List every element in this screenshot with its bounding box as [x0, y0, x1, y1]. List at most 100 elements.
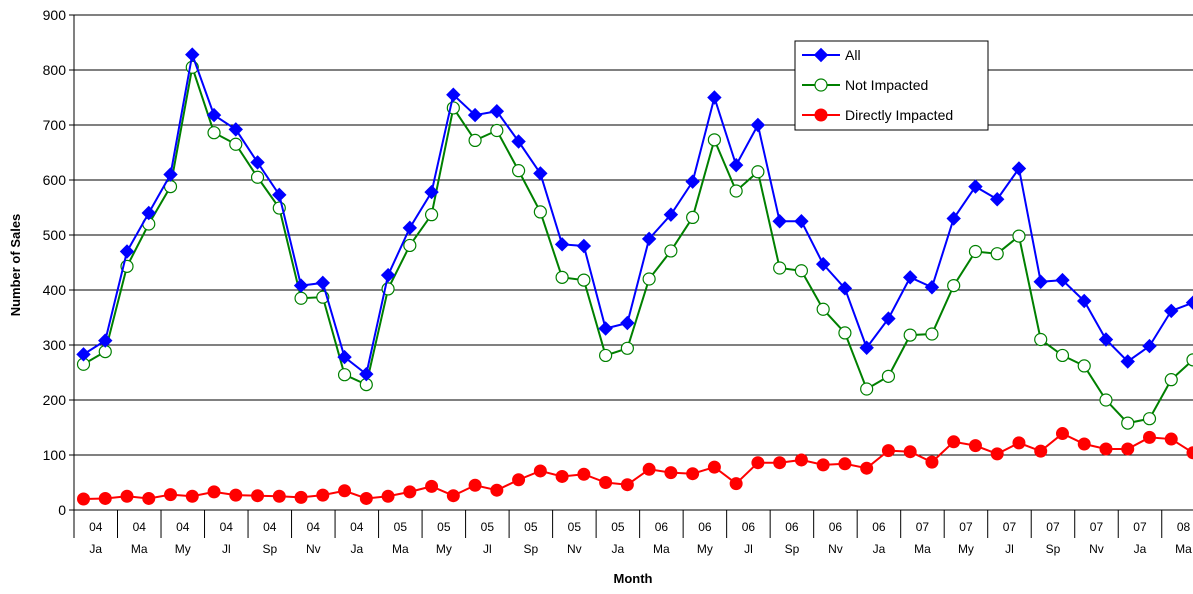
data-point-not-impacted — [555, 270, 569, 284]
data-point-not-impacted — [1077, 359, 1091, 373]
data-point-directly-impacted — [1055, 427, 1069, 441]
data-point-directly-impacted — [642, 462, 656, 476]
x-tick-month-label: Ma — [1175, 542, 1192, 556]
data-point-all — [1164, 303, 1179, 319]
data-point-all — [728, 157, 744, 173]
x-tick-year-label: 06 — [698, 520, 712, 534]
data-point-directly-impacted — [707, 460, 721, 474]
x-tick-year-label: 06 — [872, 520, 886, 534]
data-point-all — [185, 47, 200, 62]
data-point-all — [533, 166, 548, 181]
data-point-directly-impacted — [98, 491, 112, 505]
data-point-not-impacted — [620, 341, 634, 355]
data-point-directly-impacted — [816, 458, 830, 472]
x-tick-year-label: 05 — [611, 520, 625, 534]
series-not-impacted — [76, 60, 1193, 430]
data-point-all — [815, 256, 831, 272]
y-tick-label: 500 — [43, 227, 67, 243]
x-tick-year-label: 04 — [307, 520, 321, 534]
data-point-not-impacted — [1186, 353, 1193, 367]
data-point-all — [511, 134, 526, 149]
x-tick-month-label: Ma — [392, 542, 409, 556]
x-tick-month-label: Ja — [89, 542, 102, 556]
data-point-all — [359, 366, 374, 382]
data-point-all — [489, 104, 505, 119]
x-tick-year-label: 07 — [1090, 520, 1104, 534]
x-tick-month-label: Nv — [828, 542, 843, 556]
data-point-not-impacted — [490, 123, 504, 138]
data-point-directly-impacted — [555, 469, 569, 483]
data-point-all — [228, 122, 243, 137]
data-point-directly-impacted — [185, 489, 199, 503]
x-axis-ticks: 04 Ja 04 Ma 04 My 04 Jl 04 Sp 04 Nv 04 Ja 05 Ma 05 My 05 Jl… — [73, 510, 1192, 556]
x-tick-month-label: Ja — [612, 542, 625, 556]
x-tick-year-label: 07 — [959, 520, 973, 534]
data-point-all — [1185, 295, 1193, 310]
data-point-all — [946, 211, 961, 226]
x-tick-month-label: Ja — [350, 542, 363, 556]
data-point-not-impacted — [599, 348, 613, 363]
data-point-all — [76, 347, 91, 362]
x-tick-month-label: Sp — [262, 542, 277, 556]
legend-label-directly-impacted: Directly Impacted — [845, 107, 953, 123]
x-tick-month-label: My — [175, 542, 191, 556]
data-point-directly-impacted — [272, 489, 286, 503]
y-tick-label: 700 — [43, 117, 67, 133]
y-tick-label: 800 — [43, 62, 67, 78]
x-tick-month-label: Sp — [524, 542, 539, 556]
x-tick-year-label: 06 — [742, 520, 756, 534]
series-directly-impacted — [77, 427, 1193, 506]
x-tick-month-label: My — [697, 542, 713, 556]
data-point-directly-impacted — [794, 453, 808, 467]
x-tick-year-label: 05 — [394, 520, 408, 534]
data-point-all — [293, 278, 309, 293]
data-point-directly-impacted — [381, 489, 395, 503]
data-point-directly-impacted — [316, 488, 330, 502]
data-point-directly-impacted — [903, 445, 917, 459]
data-point-directly-impacted — [729, 477, 743, 491]
data-point-directly-impacted — [620, 478, 634, 492]
data-point-not-impacted — [424, 208, 439, 222]
data-point-directly-impacted — [751, 456, 765, 470]
x-tick-year-label: 04 — [176, 520, 190, 534]
data-point-not-impacted — [990, 247, 1004, 261]
data-point-all — [1098, 332, 1114, 347]
y-tick-label: 900 — [43, 7, 67, 23]
data-point-directly-impacted — [773, 456, 787, 470]
data-point-all — [1077, 293, 1092, 309]
x-tick-year-label: 05 — [568, 520, 582, 534]
data-point-not-impacted — [860, 382, 874, 396]
data-point-not-impacted — [468, 133, 482, 147]
data-point-all — [859, 340, 874, 355]
plot-area — [73, 15, 1193, 511]
x-tick-month-label: Jl — [222, 542, 231, 556]
data-point-all — [750, 117, 766, 133]
data-point-all — [467, 107, 483, 123]
data-point-all — [1033, 274, 1048, 289]
legend-marker-not-impacted — [814, 78, 828, 92]
x-tick-month-label: Sp — [1046, 542, 1061, 556]
x-tick-month-label: Nv — [306, 542, 321, 556]
x-tick-month-label: Sp — [785, 542, 800, 556]
x-tick-year-label: 05 — [524, 520, 538, 534]
data-point-all — [881, 311, 896, 326]
data-point-directly-impacted — [533, 464, 547, 478]
data-point-not-impacted — [925, 327, 939, 341]
data-point-not-impacted — [250, 170, 265, 184]
data-point-all — [707, 90, 722, 105]
x-tick-month-label: Ma — [131, 542, 148, 556]
data-point-all — [598, 321, 613, 336]
data-point-not-impacted — [729, 184, 743, 198]
series-layer — [76, 47, 1193, 506]
data-point-all — [924, 280, 940, 295]
data-point-all — [402, 220, 418, 236]
x-tick-year-label: 07 — [1133, 520, 1147, 534]
data-point-not-impacted — [229, 137, 243, 151]
series-all — [76, 47, 1193, 382]
data-point-all — [98, 333, 113, 348]
x-tick-month-label: Jl — [483, 542, 492, 556]
data-point-not-impacted — [1034, 332, 1048, 347]
data-point-directly-impacted — [1034, 444, 1048, 458]
data-point-not-impacted — [577, 273, 591, 287]
data-point-not-impacted — [903, 328, 917, 342]
